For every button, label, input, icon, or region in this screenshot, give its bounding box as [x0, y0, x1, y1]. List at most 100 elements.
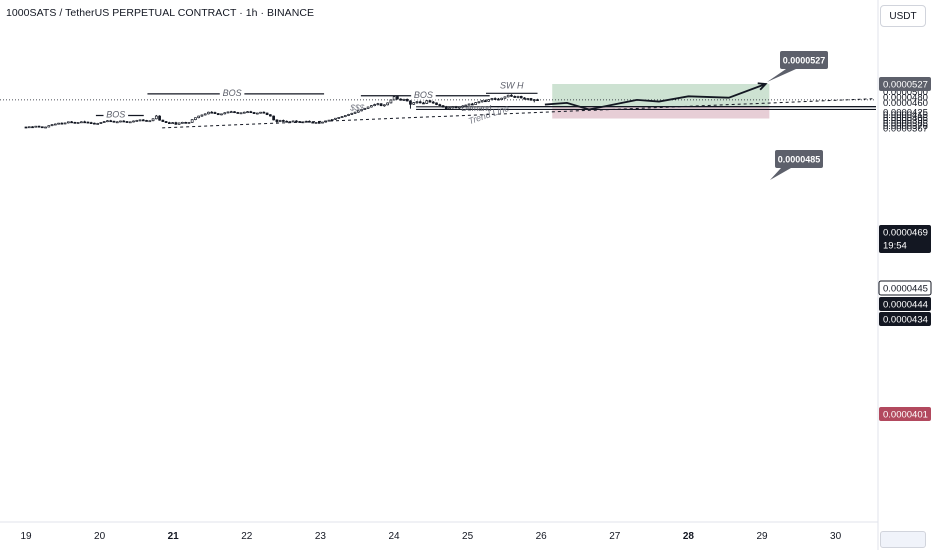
- candle-body: [516, 95, 520, 98]
- candle: [197, 115, 201, 119]
- axis-settings-button[interactable]: [880, 531, 926, 548]
- candle-body: [197, 115, 201, 119]
- candle: [356, 110, 360, 113]
- candle-body: [493, 98, 497, 100]
- candle: [47, 125, 51, 128]
- candle-body: [343, 115, 347, 117]
- annotation-label: BOS: [223, 88, 242, 98]
- candle-body: [223, 112, 227, 115]
- candle: [115, 121, 119, 124]
- candle-body: [317, 122, 321, 124]
- candle: [252, 111, 256, 114]
- price-tag: 0.0000401: [879, 407, 931, 421]
- candle-body: [145, 120, 148, 122]
- y-tick-label: 0.0000385: [883, 118, 928, 129]
- candle-body: [373, 104, 376, 106]
- candle: [44, 126, 47, 129]
- candle-body: [44, 126, 47, 129]
- candle: [347, 113, 350, 117]
- candle: [132, 120, 135, 123]
- candle: [128, 121, 132, 124]
- candle-body: [34, 125, 38, 128]
- candle-body: [220, 113, 223, 116]
- candle: [187, 122, 191, 124]
- candle-body: [249, 111, 253, 114]
- candle-body: [57, 122, 60, 125]
- candle-body: [369, 105, 373, 108]
- candle-body: [259, 111, 262, 114]
- candle: [422, 101, 425, 105]
- candle: [493, 97, 497, 100]
- candle-body: [27, 126, 31, 129]
- annotation-label: SW H: [500, 80, 524, 90]
- candle: [249, 110, 253, 114]
- price-tag-label: 0.0000401: [883, 410, 928, 421]
- candle: [337, 117, 341, 119]
- currency-button[interactable]: USDT: [880, 5, 926, 27]
- y-tick-label: 0.0000376: [883, 121, 928, 132]
- price-tag-label: 0.0000469: [883, 228, 928, 239]
- candle-body: [311, 121, 315, 124]
- candle: [220, 113, 223, 116]
- candle: [272, 115, 275, 121]
- candle-body: [278, 120, 282, 122]
- candle-body: [252, 112, 256, 114]
- candle-body: [431, 101, 435, 104]
- candle-body: [350, 112, 354, 115]
- candle: [314, 122, 318, 124]
- candle: [207, 111, 210, 115]
- candle-body: [161, 119, 165, 122]
- candle: [444, 105, 448, 110]
- candle: [145, 119, 148, 122]
- candle-body: [112, 120, 116, 123]
- candle: [506, 94, 510, 98]
- candle-body: [444, 106, 448, 110]
- candle: [438, 103, 442, 107]
- candle-body: [53, 123, 57, 126]
- x-tick-label: 20: [94, 531, 106, 542]
- candle-body: [470, 103, 474, 106]
- candle-body: [330, 118, 334, 121]
- candle-body: [132, 120, 135, 123]
- price-tag-box: [879, 297, 931, 311]
- candle-body: [321, 121, 324, 124]
- candle: [262, 111, 266, 114]
- candle-body: [285, 120, 289, 123]
- candle-body: [409, 100, 412, 105]
- candle: [122, 120, 126, 123]
- candle-body: [76, 122, 80, 124]
- candle: [210, 111, 214, 114]
- candle-body: [464, 104, 468, 107]
- candle-body: [314, 122, 318, 124]
- candle: [66, 121, 70, 124]
- candle: [93, 122, 96, 125]
- candle: [418, 100, 422, 104]
- price-tag: 0.0000527: [879, 77, 931, 91]
- candle-body: [405, 98, 409, 102]
- demand-zone: [416, 106, 876, 110]
- candle-body: [141, 119, 145, 122]
- candle: [216, 113, 220, 116]
- candle-body: [171, 122, 174, 124]
- candle-body: [177, 122, 181, 125]
- x-tick-label: 25: [462, 531, 474, 542]
- candle: [255, 112, 259, 115]
- y-tick-label: 0.0000395: [883, 116, 928, 127]
- candle: [435, 102, 438, 106]
- candle: [366, 106, 370, 109]
- callout-label: 0.0000485: [778, 155, 821, 165]
- countdown-label: 19:54: [883, 241, 907, 252]
- callout-pointer: [767, 69, 796, 82]
- candle: [431, 100, 435, 104]
- candle-body: [402, 98, 406, 101]
- candle-body: [181, 122, 184, 124]
- candle-body: [448, 107, 451, 110]
- candle-body: [461, 105, 464, 108]
- candle-body: [158, 115, 161, 121]
- candle: [467, 103, 471, 106]
- candle: [461, 105, 464, 108]
- candle-body: [396, 96, 399, 100]
- candle-body: [477, 101, 481, 104]
- candle-body: [451, 106, 455, 109]
